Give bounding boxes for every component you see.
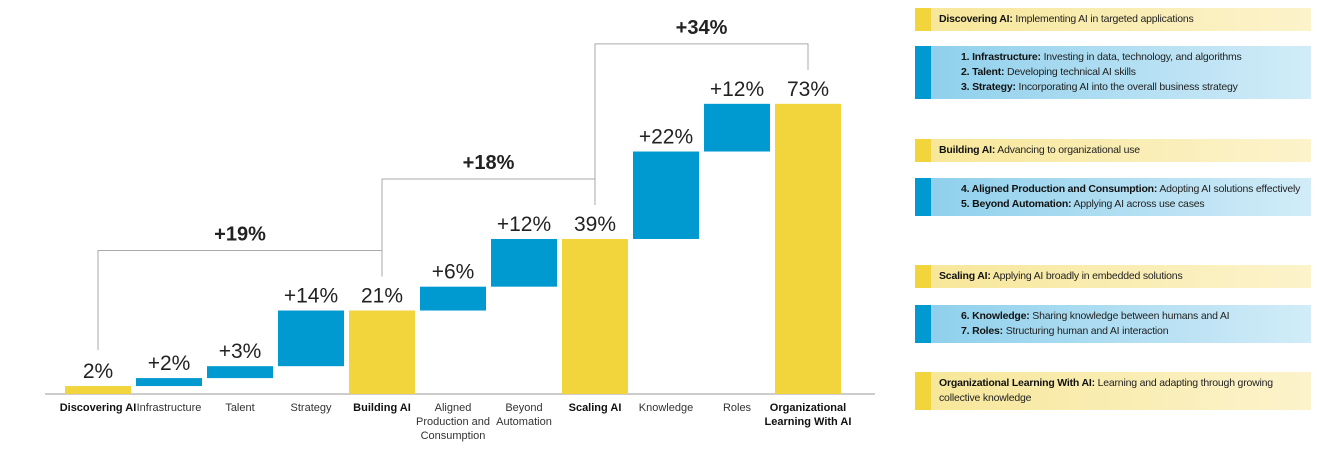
panel-item: Building AI: Advancing to organizational… [939, 143, 1303, 158]
panel-item: 5. Beyond Automation: Applying AI across… [961, 197, 1303, 212]
value-label: 39% [574, 213, 616, 236]
panel-item: Discovering AI: Implementing AI in targe… [939, 12, 1303, 27]
x-tick-label: Strategy [290, 402, 332, 414]
item-title: 1. Infrastructure: [961, 51, 1041, 63]
item-text: Incorporating AI into the overall busine… [1018, 81, 1238, 93]
item-title: 6. Knowledge: [961, 310, 1030, 322]
panel-item: 6. Knowledge: Sharing knowledge between … [961, 309, 1303, 324]
item-text: Sharing knowledge between humans and AI [1032, 310, 1230, 322]
step-box: 6. Knowledge: Sharing knowledge between … [915, 305, 1311, 343]
value-label: +14% [284, 285, 338, 308]
panel-item: Organizational Learning With AI: Learnin… [939, 376, 1303, 406]
step-box: 4. Aligned Production and Consumption: A… [915, 178, 1311, 216]
stage-box: Scaling AI: Applying AI broadly in embed… [915, 265, 1311, 288]
item-title: 3. Strategy: [961, 81, 1016, 93]
item-title: Organizational Learning With AI: [939, 377, 1095, 389]
item-text: Adopting AI solutions effectively [1159, 183, 1301, 195]
x-tick-label: Building AI [353, 402, 411, 414]
value-label: 2% [83, 360, 113, 383]
x-tick-label: Organizational Learning With AI [764, 402, 852, 428]
item-text: Applying AI broadly in embedded solution… [992, 270, 1183, 282]
item-text: Advancing to organizational use [997, 144, 1140, 156]
total-bar [562, 238, 628, 394]
x-tick-label: Discovering AI [59, 402, 137, 414]
x-tick-label: Infrastructure [136, 402, 202, 414]
total-bar [65, 386, 131, 394]
item-title: 2. Talent: [961, 66, 1005, 78]
item-text: Structuring human and AI interaction [1005, 325, 1169, 337]
step-bar [704, 103, 770, 152]
stage-box: Organizational Learning With AI: Learnin… [915, 372, 1311, 410]
stage-box: Discovering AI: Implementing AI in targe… [915, 8, 1311, 31]
x-tick-label: Beyond Automation [496, 402, 552, 428]
item-title: 4. Aligned Production and Consumption: [961, 183, 1158, 195]
x-tick-label: Scaling AI [568, 402, 622, 414]
panel-item: Scaling AI: Applying AI broadly in embed… [939, 269, 1303, 284]
item-title: 5. Beyond Automation: [961, 198, 1072, 210]
step-bar [420, 286, 486, 311]
value-label: 73% [787, 78, 829, 101]
bracket-label: +19% [214, 224, 266, 246]
panel-item: 3. Strategy: Incorporating AI into the o… [961, 80, 1303, 95]
step-bar [136, 378, 202, 387]
item-title: Building AI: [939, 144, 996, 156]
panel-item: 2. Talent: Developing technical AI skill… [961, 65, 1303, 80]
step-bar [207, 366, 273, 379]
step-box: 1. Infrastructure: Investing in data, te… [915, 46, 1311, 99]
x-tick-label: Talent [225, 402, 255, 414]
panel-item: 1. Infrastructure: Investing in data, te… [961, 50, 1303, 65]
item-text: Applying AI across use cases [1073, 198, 1205, 210]
total-bar [349, 310, 415, 394]
value-label: +3% [219, 340, 262, 363]
bracket-label: +34% [676, 17, 728, 39]
panel-item: 4. Aligned Production and Consumption: A… [961, 182, 1303, 197]
item-text: Developing technical AI skills [1007, 66, 1136, 78]
chart: 2% +2% +3% +14% 21% +6% +12% 39% +22% +12% 73% +19%… [45, 17, 875, 395]
bracket-label: +18% [463, 152, 515, 174]
value-label: 21% [361, 285, 403, 308]
item-title: Scaling AI: [939, 270, 991, 282]
x-tick-label: Aligned Production and Consumption [416, 402, 490, 442]
value-label: +12% [710, 78, 764, 101]
value-label: +12% [497, 213, 551, 236]
x-tick-label: Roles [722, 402, 752, 414]
value-label: +22% [639, 126, 693, 149]
stage-box: Building AI: Advancing to organizational… [915, 139, 1311, 162]
total-bar [775, 103, 841, 394]
bracket [594, 43, 809, 203]
value-label: +2% [148, 352, 191, 375]
x-tick-label: Knowledge [638, 402, 694, 414]
step-bar [633, 151, 699, 239]
step-bar [491, 238, 557, 287]
item-text: Investing in data, technology, and algor… [1043, 51, 1242, 63]
item-text: Implementing AI in targeted applications [1015, 13, 1194, 25]
value-label: +6% [432, 261, 475, 284]
item-text: Learning and adapting through growing co… [939, 377, 1273, 404]
item-title: 7. Roles: [961, 325, 1003, 337]
panel-item: 7. Roles: Structuring human and AI inter… [961, 324, 1303, 339]
step-bar [278, 310, 344, 367]
item-title: Discovering AI: [939, 13, 1013, 25]
